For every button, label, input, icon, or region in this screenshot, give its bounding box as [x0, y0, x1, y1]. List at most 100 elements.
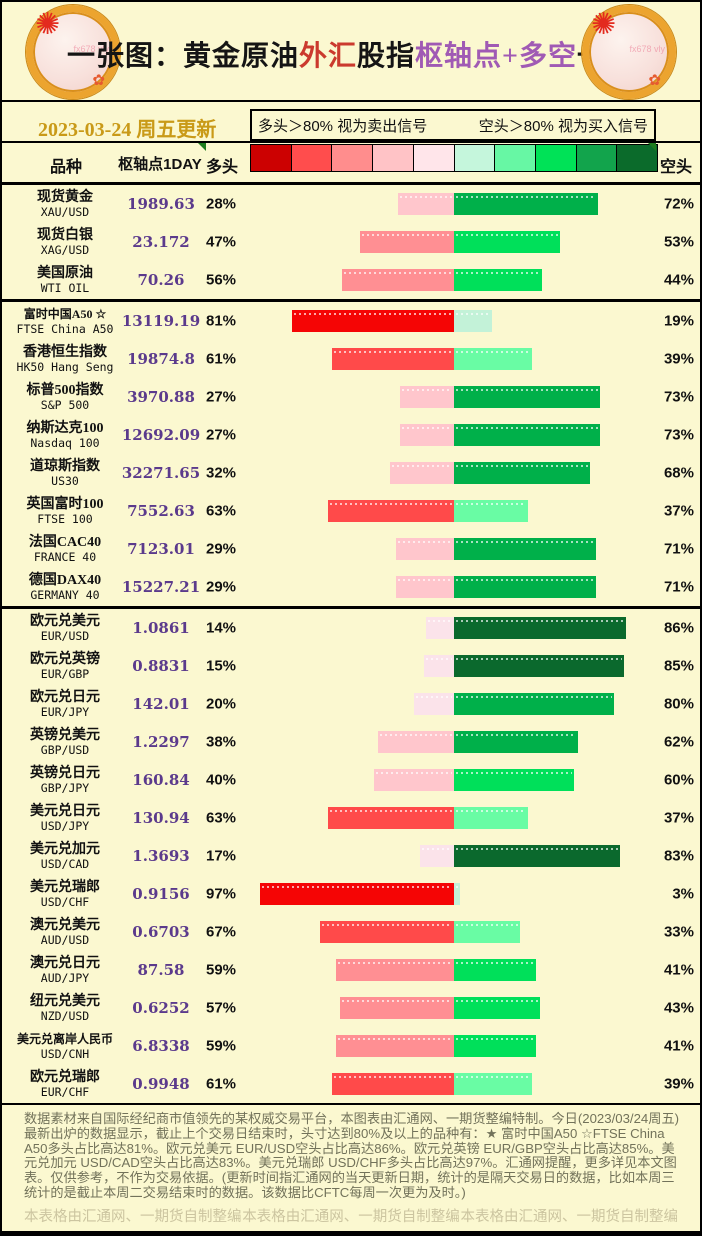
pivot-value: 0.9156 [132, 885, 190, 903]
pivot-value: 0.6703 [132, 923, 190, 941]
short-percent: 53% [663, 233, 694, 251]
short-bar [454, 883, 460, 905]
symbol-cell: 欧元兑瑞郎 EUR/CHF [6, 1069, 124, 1099]
long-percent: 15% [206, 657, 237, 675]
short-bar [454, 348, 532, 370]
table-row: 美元兑加元 USD/CAD 1.3693 17% 83% [2, 837, 700, 875]
table-row: 香港恒生指数 HK50 Hang Seng 19874.8 61% 39% [2, 340, 700, 378]
long-percent: 32% [206, 464, 237, 482]
symbol-name: 欧元兑瑞郎 [30, 1070, 100, 1085]
symbol-cell: 标普500指数 S&P 500 [6, 382, 124, 412]
long-bar [424, 655, 454, 677]
small-flower-icon: ✿ [92, 72, 105, 89]
title-segment: 外汇 [299, 41, 358, 72]
long-bar [340, 997, 454, 1019]
short-bar [454, 769, 574, 791]
long-bar [336, 959, 454, 981]
symbol-code: EUR/GBP [40, 667, 90, 681]
long-percent: 27% [206, 388, 237, 406]
symbol-cell: 纽元兑美元 NZD/USD [6, 993, 124, 1023]
symbol-code: USD/CNH [40, 1047, 90, 1061]
symbol-code: AUD/USD [40, 933, 90, 947]
symbol-code: US30 [51, 474, 79, 488]
short-bar [454, 269, 542, 291]
symbol-name: 标普500指数 [26, 383, 104, 398]
column-header-short: 空头 [660, 159, 693, 176]
table-row: 标普500指数 S&P 500 3970.88 27% 73% [2, 378, 700, 416]
scale-swatch [251, 145, 292, 171]
short-percent: 71% [663, 540, 694, 558]
long-percent: 56% [206, 271, 237, 289]
scale-swatch [535, 145, 577, 171]
symbol-cell: 道琼斯指数 US30 [6, 458, 124, 488]
legend-short-rule: 空头＞80% 视为买入信号 [478, 117, 648, 135]
update-date: 2023-03-24 周五更新 [38, 119, 217, 141]
symbol-name: 英国富时100 [26, 497, 104, 512]
long-bar [292, 310, 454, 332]
long-bar [328, 500, 454, 522]
table-row: 现货黄金 XAU/USD 1989.63 28% 72% [2, 185, 700, 223]
column-header-symbol: 品种 [49, 159, 82, 176]
symbol-code: GERMANY 40 [30, 588, 100, 602]
pivot-value: 3970.88 [127, 388, 195, 406]
pivot-value: 1.0861 [132, 619, 190, 637]
long-bar [414, 693, 454, 715]
symbol-name: 法国CAC40 [28, 535, 102, 550]
table-row: 欧元兑瑞郎 EUR/CHF 0.9948 61% 39% [2, 1065, 700, 1103]
symbol-cell: 现货白银 XAG/USD [6, 227, 124, 257]
table-row: 欧元兑美元 EUR/USD 1.0861 14% 86% [2, 609, 700, 647]
pivot-value: 87.58 [137, 961, 185, 979]
long-percent: 47% [206, 233, 237, 251]
short-percent: 71% [663, 578, 694, 596]
symbol-cell: 英国富时100 FTSE 100 [6, 496, 124, 526]
symbol-name: 美元兑离岸人民币 [16, 1032, 113, 1046]
symbol-name: 英镑兑美元 [30, 728, 100, 743]
color-scale [250, 144, 658, 172]
symbol-code: Nasdaq 100 [30, 436, 100, 450]
legend-long-rule: 多头＞80% 视为卖出信号 [258, 117, 428, 135]
pivot-value: 1989.63 [127, 195, 195, 213]
symbol-name: 道琼斯指数 [30, 459, 100, 474]
symbol-code: HK50 Hang Seng [16, 360, 114, 374]
footer-paragraph: 数据素材来自国际经纪商市值领先的某权威交易平台，本图表由汇通网、一期货整编特制。… [24, 1111, 680, 1200]
table-row: 道琼斯指数 US30 32271.65 32% 68% [2, 454, 700, 492]
short-percent: 80% [663, 695, 694, 713]
pivot-value: 142.01 [132, 695, 190, 713]
watermark-text: 本表格由汇通网、一期货自制整编 [460, 1209, 679, 1225]
bottom-border [2, 1231, 700, 1234]
symbol-name: 富时中国A50 ☆ [23, 307, 107, 321]
symbol-cell: 法国CAC40 FRANCE 40 [6, 534, 124, 564]
pivot-value: 1.3693 [132, 847, 190, 865]
title-segment: 一张图：黄金原油 [66, 41, 299, 72]
long-percent: 97% [206, 885, 237, 903]
short-bar [454, 386, 600, 408]
logo-watermark: fx678 vly [629, 44, 665, 54]
long-bar [332, 348, 454, 370]
table-row: 法国CAC40 FRANCE 40 7123.01 29% 71% [2, 530, 700, 568]
symbol-code: GBP/USD [40, 743, 90, 757]
table-body: 现货黄金 XAU/USD 1989.63 28% 72% 现货白银 XAG/USD 23.17… [2, 185, 700, 1103]
long-bar [260, 883, 454, 905]
symbol-cell: 美元兑瑞郎 USD/CHF [6, 879, 124, 909]
table-row: 英国富时100 FTSE 100 7552.63 63% 37% [2, 492, 700, 530]
long-bar [378, 731, 454, 753]
short-bar [454, 231, 560, 253]
pivot-value: 0.9948 [132, 1075, 190, 1093]
symbol-name: 现货白银 [37, 228, 93, 243]
long-percent: 63% [206, 809, 237, 827]
symbol-code: FTSE 100 [37, 512, 93, 526]
symbol-cell: 香港恒生指数 HK50 Hang Seng [6, 344, 124, 374]
short-percent: 85% [663, 657, 694, 675]
short-bar [454, 538, 596, 560]
table-row: 英镑兑日元 GBP/JPY 160.84 40% 60% [2, 761, 700, 799]
symbol-code: EUR/USD [40, 629, 90, 643]
long-bar [420, 845, 454, 867]
pivot-value: 23.172 [132, 233, 190, 251]
watermark-text: 本表格由汇通网、一期货自制整编 [242, 1209, 460, 1225]
short-bar [454, 921, 520, 943]
symbol-code: EUR/JPY [40, 705, 90, 719]
column-header-pivot: 枢轴点1DAY [118, 156, 202, 173]
table-header: 品种 枢轴点1DAY 多头 空头 [2, 141, 700, 185]
corner-flag-icon [198, 143, 206, 151]
pivot-value: 6.8338 [132, 1037, 190, 1055]
